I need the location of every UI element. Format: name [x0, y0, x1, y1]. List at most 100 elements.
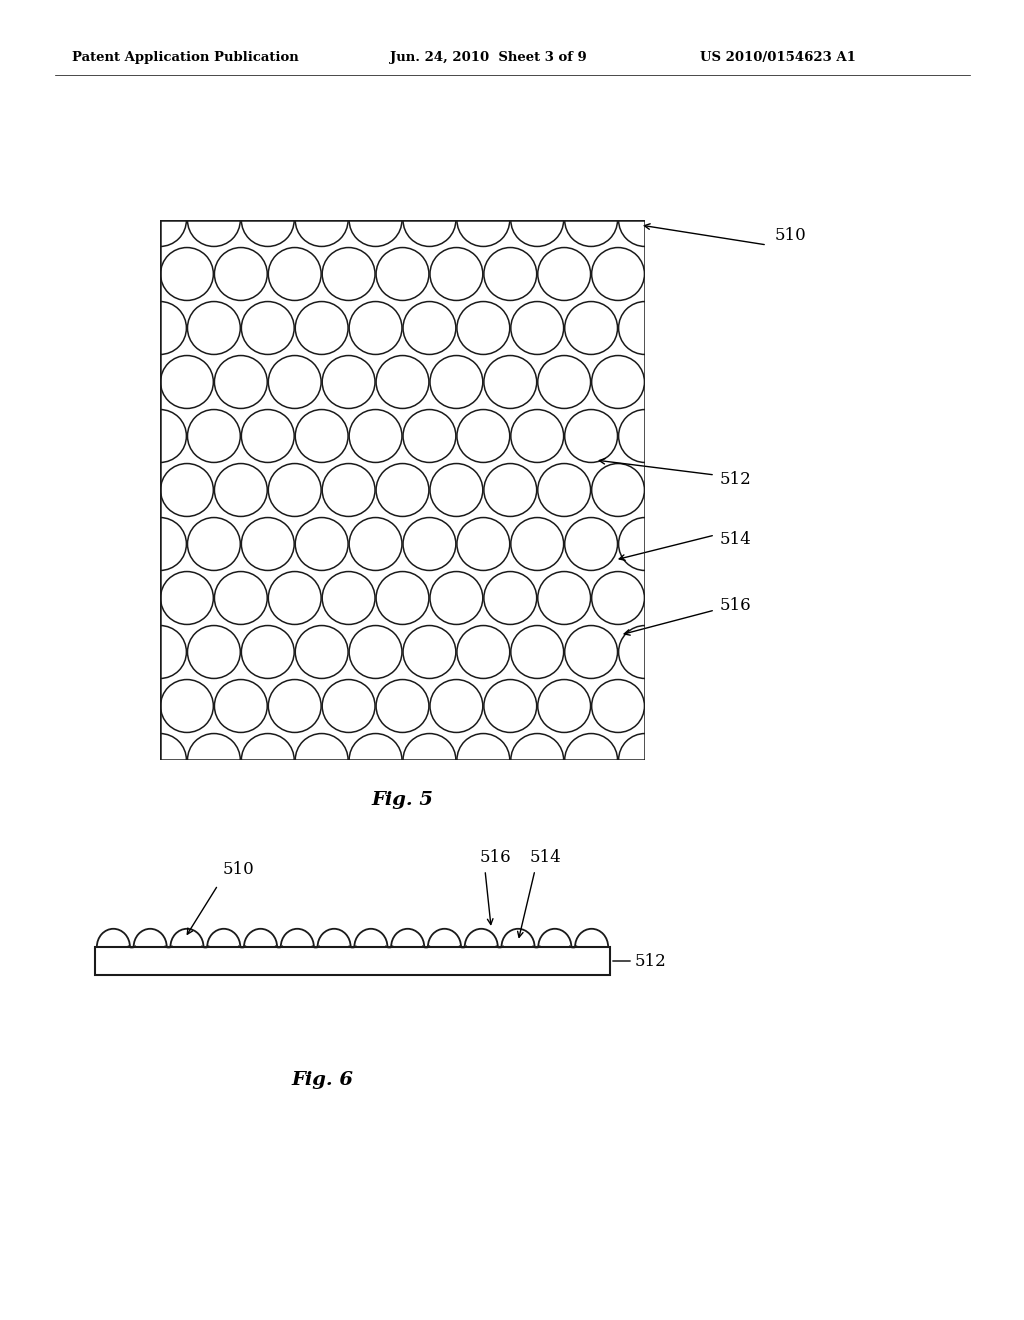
Text: Fig. 5: Fig. 5: [372, 791, 433, 809]
Ellipse shape: [564, 301, 617, 355]
Ellipse shape: [457, 301, 510, 355]
Ellipse shape: [187, 409, 241, 462]
Ellipse shape: [133, 517, 186, 570]
Ellipse shape: [430, 463, 482, 516]
Ellipse shape: [295, 734, 348, 787]
Ellipse shape: [511, 626, 563, 678]
Ellipse shape: [376, 680, 429, 733]
Ellipse shape: [430, 572, 482, 624]
Text: 516: 516: [480, 850, 512, 866]
Ellipse shape: [538, 680, 591, 733]
Ellipse shape: [161, 680, 213, 733]
Ellipse shape: [511, 517, 563, 570]
Ellipse shape: [161, 248, 213, 301]
Ellipse shape: [403, 517, 456, 570]
Ellipse shape: [268, 680, 322, 733]
Ellipse shape: [538, 572, 591, 624]
Ellipse shape: [376, 355, 429, 408]
Ellipse shape: [430, 248, 482, 301]
Text: US 2010/0154623 A1: US 2010/0154623 A1: [700, 51, 856, 65]
Ellipse shape: [323, 572, 375, 624]
Ellipse shape: [187, 626, 241, 678]
Ellipse shape: [295, 409, 348, 462]
Ellipse shape: [538, 463, 591, 516]
Ellipse shape: [349, 194, 402, 247]
Ellipse shape: [242, 301, 294, 355]
Ellipse shape: [187, 194, 241, 247]
Ellipse shape: [242, 194, 294, 247]
Ellipse shape: [187, 734, 241, 787]
Ellipse shape: [618, 734, 672, 787]
Ellipse shape: [242, 734, 294, 787]
Ellipse shape: [242, 626, 294, 678]
Ellipse shape: [214, 463, 267, 516]
Ellipse shape: [538, 355, 591, 408]
Ellipse shape: [268, 572, 322, 624]
Ellipse shape: [403, 734, 456, 787]
Ellipse shape: [268, 248, 322, 301]
Ellipse shape: [457, 517, 510, 570]
Ellipse shape: [511, 734, 563, 787]
Ellipse shape: [214, 248, 267, 301]
Ellipse shape: [403, 194, 456, 247]
Ellipse shape: [484, 355, 537, 408]
Ellipse shape: [376, 463, 429, 516]
Ellipse shape: [349, 517, 402, 570]
Ellipse shape: [295, 194, 348, 247]
Ellipse shape: [187, 517, 241, 570]
Ellipse shape: [133, 301, 186, 355]
Ellipse shape: [242, 517, 294, 570]
Ellipse shape: [295, 517, 348, 570]
Ellipse shape: [592, 680, 644, 733]
Text: 516: 516: [720, 597, 752, 614]
Ellipse shape: [133, 194, 186, 247]
Ellipse shape: [161, 463, 213, 516]
Ellipse shape: [511, 194, 563, 247]
Ellipse shape: [484, 680, 537, 733]
Ellipse shape: [618, 301, 672, 355]
Ellipse shape: [457, 194, 510, 247]
Ellipse shape: [457, 409, 510, 462]
Ellipse shape: [323, 463, 375, 516]
Ellipse shape: [268, 355, 322, 408]
Text: Patent Application Publication: Patent Application Publication: [72, 51, 299, 65]
Text: 510: 510: [775, 227, 807, 243]
Text: 512: 512: [720, 471, 752, 488]
Ellipse shape: [618, 626, 672, 678]
Ellipse shape: [295, 626, 348, 678]
Ellipse shape: [592, 248, 644, 301]
Ellipse shape: [430, 680, 482, 733]
Ellipse shape: [403, 409, 456, 462]
Ellipse shape: [618, 409, 672, 462]
Ellipse shape: [484, 248, 537, 301]
Ellipse shape: [564, 734, 617, 787]
Ellipse shape: [376, 572, 429, 624]
Ellipse shape: [349, 409, 402, 462]
Text: 514: 514: [720, 532, 752, 549]
Ellipse shape: [430, 355, 482, 408]
Ellipse shape: [564, 409, 617, 462]
Ellipse shape: [187, 301, 241, 355]
Ellipse shape: [592, 355, 644, 408]
Ellipse shape: [161, 572, 213, 624]
Ellipse shape: [133, 626, 186, 678]
Ellipse shape: [214, 355, 267, 408]
Ellipse shape: [214, 572, 267, 624]
Ellipse shape: [403, 301, 456, 355]
Ellipse shape: [161, 355, 213, 408]
Ellipse shape: [511, 409, 563, 462]
Text: Fig. 6: Fig. 6: [292, 1071, 353, 1089]
Bar: [160, 220, 645, 760]
Text: 510: 510: [222, 862, 254, 879]
Ellipse shape: [349, 626, 402, 678]
Ellipse shape: [323, 680, 375, 733]
Ellipse shape: [511, 301, 563, 355]
Ellipse shape: [564, 626, 617, 678]
Ellipse shape: [457, 626, 510, 678]
Ellipse shape: [133, 734, 186, 787]
Ellipse shape: [403, 626, 456, 678]
Ellipse shape: [323, 248, 375, 301]
Ellipse shape: [349, 301, 402, 355]
Text: 512: 512: [635, 953, 667, 969]
Ellipse shape: [214, 680, 267, 733]
